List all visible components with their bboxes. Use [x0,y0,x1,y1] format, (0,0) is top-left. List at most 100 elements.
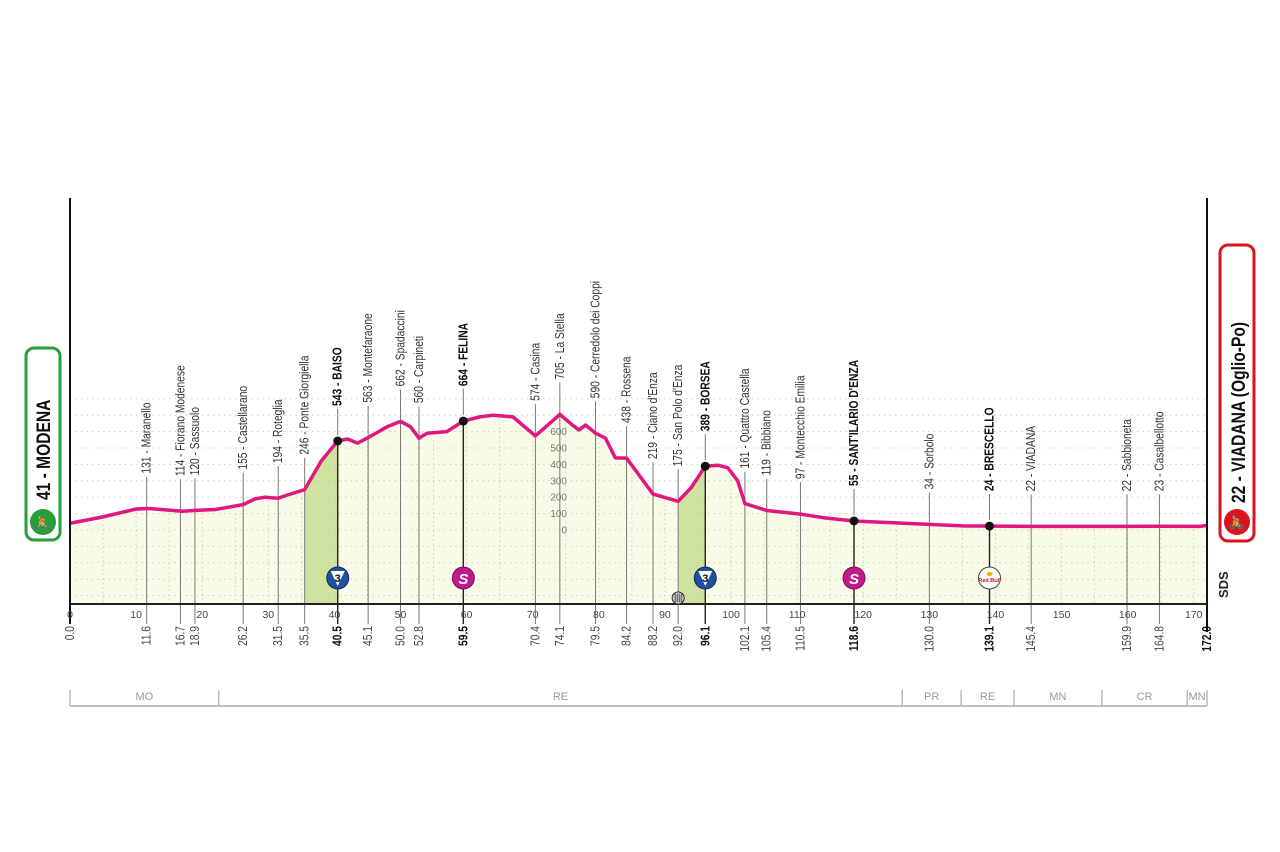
place-km-label: 145.4 [1025,625,1038,651]
x-tick-label: 0 [67,609,73,621]
place-label: 194 - Roteglia [272,399,285,463]
sds-logo: SDS [1216,571,1231,598]
place-label: 24 - BRESCELLO [984,407,997,491]
place-km-label: 159.9 [1121,626,1134,652]
place-km-label: 102.1 [739,626,752,652]
x-tick-label: 30 [262,609,274,621]
place-label: 131 - Maranello [141,402,154,473]
red-bull-text: Red Bull [978,578,1001,584]
x-tick-label: 140 [987,609,1005,621]
region-label: PR [924,691,939,703]
place-label: 246 - Ponte Giorgiella [299,355,312,455]
altitude-scale-label: 300 [550,476,567,487]
sprint-letter: S [849,571,859,588]
place-km-label: 139.1 [984,625,997,651]
region-label: RE [980,691,995,703]
place-label: 590 - Cerredolo dei Coppi [590,281,603,398]
region-label: MN [1189,691,1206,703]
altitude-scale-label: 600 [550,427,567,438]
place-km-label: 110.5 [795,626,808,651]
place-label: 120 - Sassuolo [189,407,202,475]
place-label: 219 - Ciano d'Enza [647,372,660,459]
place-km-label: 16.7 [175,626,188,646]
place-km-label: 18.9 [189,626,202,646]
cyclist-finish-icon [1224,509,1250,535]
kom-triangle-icon [330,571,345,586]
place-label: 175 - San Polo d'Enza [672,364,685,466]
x-tick-label: 10 [130,609,142,621]
place-km-label: 74.1 [554,626,567,646]
red-bull-km-icon [978,566,1002,590]
place-km-label: 92.0 [672,626,685,646]
place-label: 55 - SANT'ILARIO D'ENZA [848,360,861,486]
summit-dot [849,516,859,526]
finish-label: 22 - VIADANA (Oglio-Po) [1228,322,1250,503]
place-km-label: 59.5 [457,625,470,646]
place-label: 563 - Montefaraone [362,313,375,402]
place-km-label: 11.6 [141,626,154,645]
x-tick-label: 50 [395,609,407,621]
place-label: 114 - Fiorano Modenese [175,365,188,476]
sprint-letter: S [458,571,468,588]
cyclist-start-icon [30,509,56,535]
place-label: 23 - Casalbellotto [1154,412,1167,492]
x-tick-label: 110 [789,609,806,621]
kom-category-text: 3 [702,573,708,585]
region-label: MO [136,691,154,703]
altitude-scale-label: 400 [550,460,567,471]
summit-dot [333,436,343,446]
altitude-scale-label: 500 [550,444,567,455]
x-tick-label: 20 [196,609,208,621]
x-tick-label: 130 [921,609,939,621]
altitude-scale-label: 100 [550,509,567,520]
region-label: RE [553,691,568,703]
altitude-scale-label: 200 [550,493,567,504]
place-km-label: 35.5 [299,626,312,646]
place-km-label: 45.1 [362,626,375,646]
place-km-label: 84.2 [621,626,634,646]
place-label: 543 - BAISO [332,347,345,406]
x-tick-label: 60 [461,609,473,621]
summit-dot [458,416,468,426]
summit-dot [700,461,710,471]
finish-km-label: 172.0 [1201,626,1214,652]
x-tick-label: 80 [593,609,605,621]
x-tick-label: 100 [722,609,740,621]
kom-triangle-icon [698,571,713,586]
place-km-label: 118.6 [848,626,861,651]
region-label: CR [1137,691,1153,703]
place-km-label: 40.5 [332,625,345,646]
place-label: 34 - Sorbolo [924,434,937,490]
place-label: 438 - Rossena [621,356,634,423]
x-tick-label: 150 [1053,609,1071,621]
start-pill [24,346,62,542]
x-tick-label: 120 [854,609,872,621]
place-km-label: 31.5 [272,626,285,646]
region-label: MN [1049,691,1066,703]
start-label: 41 - MODENA [33,399,55,500]
feed-zone-icon [671,591,685,605]
place-label: 574 - Casina [530,342,543,401]
sprint-icon [842,566,866,590]
start-km-label: 0.0 [64,626,77,640]
place-label: 22 - VIADANA [1025,426,1038,492]
place-km-label: 79.5 [590,626,603,646]
place-label: 560 - Carpineti [413,336,426,403]
x-tick-label: 40 [329,609,341,621]
kom-category-text: 3 [335,573,341,585]
place-km-label: 70.4 [530,625,543,646]
x-tick-label: 170 [1185,609,1203,621]
red-bull-sun-icon [986,572,993,576]
profile-line [69,412,1208,529]
place-km-label: 164.8 [1154,626,1167,652]
place-km-label: 50.0 [395,626,408,646]
place-km-label: 96.1 [699,625,712,646]
place-label: 161 - Quattro Castella [739,368,752,469]
place-label: 97 - Montecchio Emilia [795,375,808,479]
place-km-label: 88.2 [647,626,660,646]
profile-area [70,414,1207,604]
finish-pill [1218,243,1256,543]
summit-dot [985,521,995,531]
place-km-label: 130.0 [924,626,937,652]
